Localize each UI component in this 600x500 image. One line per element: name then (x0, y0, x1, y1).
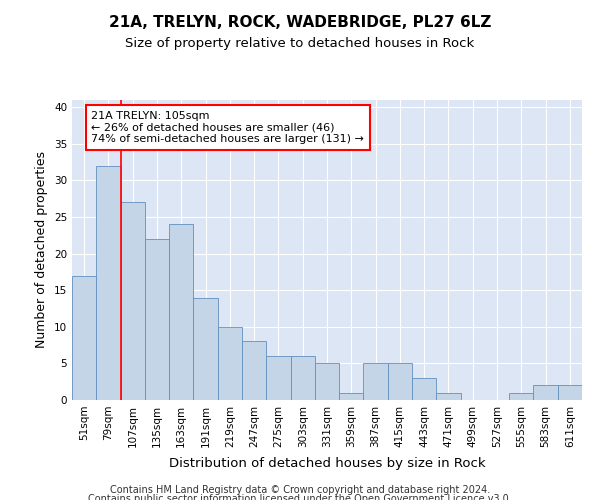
Bar (121, 202, 145, 400)
Text: Distribution of detached houses by size in Rock: Distribution of detached houses by size … (169, 458, 485, 470)
Text: Size of property relative to detached houses in Rock: Size of property relative to detached ho… (125, 38, 475, 51)
Text: 21A, TRELYN, ROCK, WADEBRIDGE, PL27 6LZ: 21A, TRELYN, ROCK, WADEBRIDGE, PL27 6LZ (109, 15, 491, 30)
Bar (169, 224, 193, 400)
Bar (436, 392, 461, 400)
Text: 21A TRELYN: 105sqm
← 26% of detached houses are smaller (46)
74% of semi-detache: 21A TRELYN: 105sqm ← 26% of detached hou… (91, 111, 364, 144)
Bar (72, 276, 96, 400)
Bar (315, 364, 339, 400)
Bar (193, 298, 218, 400)
Bar (339, 392, 364, 400)
Text: Contains public sector information licensed under the Open Government Licence v3: Contains public sector information licen… (88, 494, 512, 500)
Bar (266, 356, 290, 400)
Bar (558, 386, 582, 400)
Bar (364, 364, 388, 400)
Bar (533, 386, 558, 400)
Bar (145, 239, 169, 400)
Bar (242, 342, 266, 400)
Y-axis label: Number of detached properties: Number of detached properties (35, 152, 49, 348)
Bar (388, 364, 412, 400)
Bar (96, 166, 121, 400)
Bar (290, 356, 315, 400)
Text: Contains HM Land Registry data © Crown copyright and database right 2024.: Contains HM Land Registry data © Crown c… (110, 485, 490, 495)
Bar (412, 378, 436, 400)
Bar (218, 327, 242, 400)
Bar (509, 392, 533, 400)
